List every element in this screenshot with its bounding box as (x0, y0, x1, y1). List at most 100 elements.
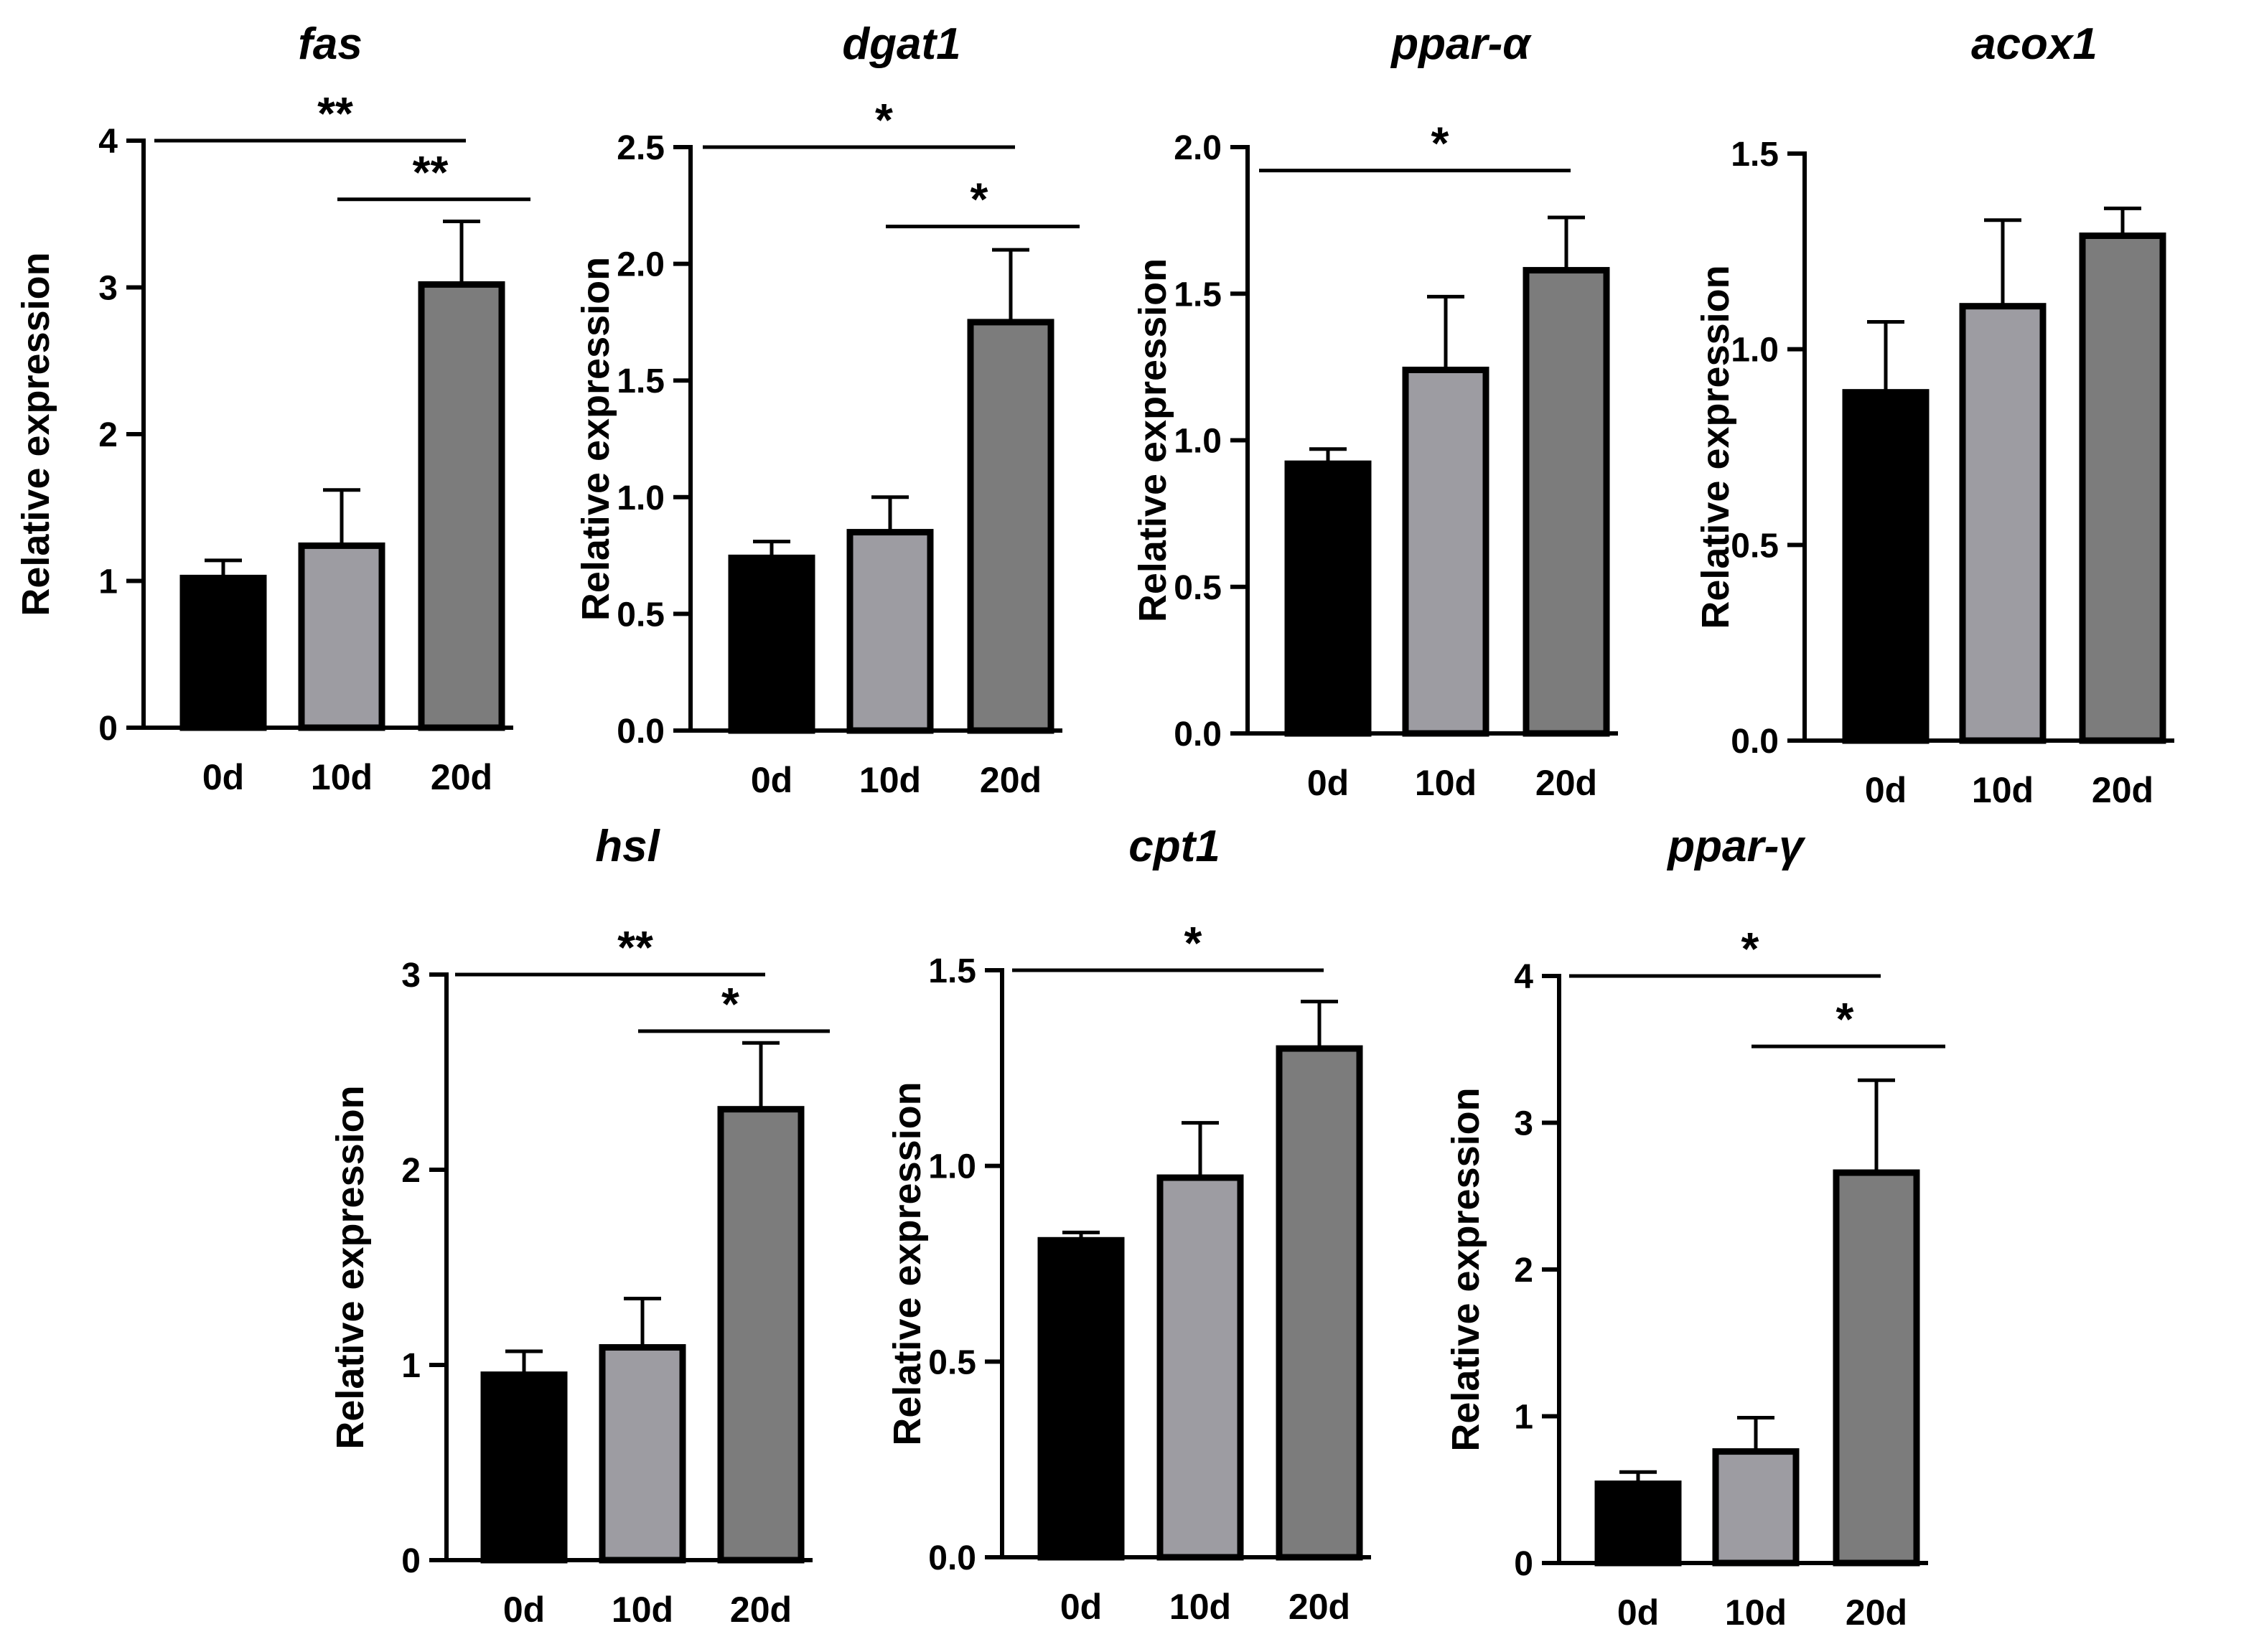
x-tick-label: 0d (751, 760, 792, 800)
y-axis-label: Relative expression (1131, 258, 1174, 622)
y-axis-label: Relative expression (1444, 1087, 1487, 1451)
bar-20d (1523, 267, 1610, 737)
x-tick-label: 0d (1307, 763, 1349, 803)
significance-label: ** (413, 146, 449, 198)
x-tick-label: 10d (1972, 770, 2034, 810)
y-tick-label: 0.0 (1731, 723, 1779, 761)
bar-20d (1276, 1045, 1363, 1561)
y-tick-label: 1.5 (1174, 276, 1222, 314)
bar-10d (1402, 366, 1489, 737)
x-tick-label: 10d (859, 760, 921, 800)
y-tick-label: 4 (1514, 958, 1533, 996)
y-tick-label: 2.0 (1174, 129, 1222, 167)
y-tick-label: 2 (1514, 1252, 1533, 1290)
bar-10d (599, 1344, 686, 1564)
y-tick-label: 0.0 (617, 713, 665, 751)
bar-20d (967, 319, 1054, 734)
y-tick-label: 1.0 (1174, 423, 1222, 461)
y-axis-label: Relative expression (1694, 265, 1737, 629)
chart-panel-ppar-γ: ppar-γ Relative expression 0d 10d 20d 0 1 2 3 4 * * (1444, 822, 1945, 1633)
bar-0d (179, 574, 267, 731)
y-tick-label: 2 (98, 416, 118, 454)
chart-panel-cpt1: cpt1 Relative expression 0d 10d 20d 0.0 0.5 1.0… (886, 822, 1371, 1627)
x-tick-label: 20d (1846, 1592, 1907, 1633)
x-tick-label: 10d (1415, 763, 1477, 803)
chart-title: dgat1 (842, 19, 960, 69)
chart-panel-fas: fas Relative expression 0d 10d 20d 0 1 2 3 4 ** ** (14, 19, 530, 797)
y-tick-label: 4 (98, 123, 118, 161)
y-tick-label: 0.5 (1731, 527, 1779, 565)
bar-10d (1712, 1448, 1800, 1567)
significance-label: ** (317, 88, 353, 139)
y-axis-label: Relative expression (14, 252, 57, 616)
x-tick-label: 0d (202, 757, 244, 797)
y-axis-label: Relative expression (886, 1081, 929, 1445)
significance-label: * (1741, 923, 1759, 975)
y-tick-label: 0.5 (617, 596, 665, 634)
bar-10d (1156, 1174, 1244, 1561)
y-tick-label: 2.0 (617, 246, 665, 284)
x-tick-label: 10d (1169, 1587, 1231, 1627)
x-tick-label: 0d (1617, 1592, 1659, 1633)
bar-20d (1833, 1169, 1920, 1567)
chart-title: fas (298, 19, 363, 69)
x-tick-label: 10d (1725, 1592, 1787, 1633)
y-tick-label: 1 (98, 563, 118, 601)
x-tick-label: 20d (980, 760, 1042, 800)
bar-0d (1284, 460, 1372, 737)
y-tick-label: 1.5 (617, 362, 665, 400)
significance-label: * (721, 978, 739, 1030)
y-tick-label: 3 (401, 957, 421, 995)
y-tick-label: 1 (401, 1347, 421, 1385)
x-tick-label: 0d (1060, 1587, 1102, 1627)
y-tick-label: 1.5 (1731, 136, 1779, 174)
y-tick-label: 3 (98, 270, 118, 308)
bar-0d (728, 554, 815, 734)
chart-title: cpt1 (1128, 822, 1220, 871)
significance-label: * (1431, 118, 1449, 169)
significance-label: * (1836, 993, 1854, 1045)
x-tick-label: 0d (1865, 770, 1907, 810)
significance-label: * (971, 174, 988, 225)
y-tick-label: 0.5 (928, 1343, 976, 1381)
x-tick-label: 20d (1288, 1587, 1350, 1627)
y-tick-label: 0 (401, 1542, 421, 1580)
significance-label: * (1184, 917, 1202, 969)
y-tick-label: 1.5 (928, 952, 976, 990)
y-tick-label: 1.0 (617, 479, 665, 517)
y-tick-label: 1.0 (928, 1148, 976, 1186)
y-tick-label: 0 (98, 710, 118, 748)
x-tick-label: 20d (2092, 770, 2153, 810)
x-tick-label: 20d (730, 1590, 792, 1630)
chart-title: hsl (595, 822, 660, 871)
chart-title: acox1 (1971, 19, 2097, 69)
bar-0d (1037, 1236, 1125, 1561)
bar-10d (846, 529, 934, 734)
bar-0d (1842, 389, 1930, 744)
bar-20d (717, 1106, 805, 1564)
significance-label: ** (617, 921, 653, 973)
bar-20d (2079, 233, 2166, 744)
y-tick-label: 0.0 (928, 1539, 976, 1577)
chart-panel-ppar-α: ppar-α Relative expression 0d 10d 20d 0.0 0.5 1… (1131, 19, 1618, 803)
x-tick-label: 20d (431, 757, 492, 797)
chart-panel-dgat1: dgat1 Relative expression 0d 10d 20d 0.0 0.5 1.… (574, 19, 1080, 800)
y-tick-label: 1.0 (1731, 332, 1779, 370)
x-tick-label: 10d (612, 1590, 673, 1630)
y-tick-label: 1 (1514, 1399, 1533, 1437)
y-tick-label: 0 (1514, 1545, 1533, 1583)
y-tick-label: 0.0 (1174, 715, 1222, 754)
chart-title: ppar-γ (1666, 822, 1806, 871)
bar-0d (480, 1371, 568, 1564)
y-tick-label: 0.5 (1174, 569, 1222, 607)
y-axis-label: Relative expression (574, 257, 617, 621)
bar-0d (1594, 1480, 1682, 1567)
x-tick-label: 20d (1535, 763, 1597, 803)
chart-panel-acox1: acox1 Relative expression 0d 10d 20d 0.0 0.5 1.… (1694, 19, 2174, 810)
significance-label: * (875, 94, 893, 146)
bar-10d (298, 542, 385, 731)
x-tick-label: 10d (311, 757, 373, 797)
x-tick-label: 0d (503, 1590, 545, 1630)
